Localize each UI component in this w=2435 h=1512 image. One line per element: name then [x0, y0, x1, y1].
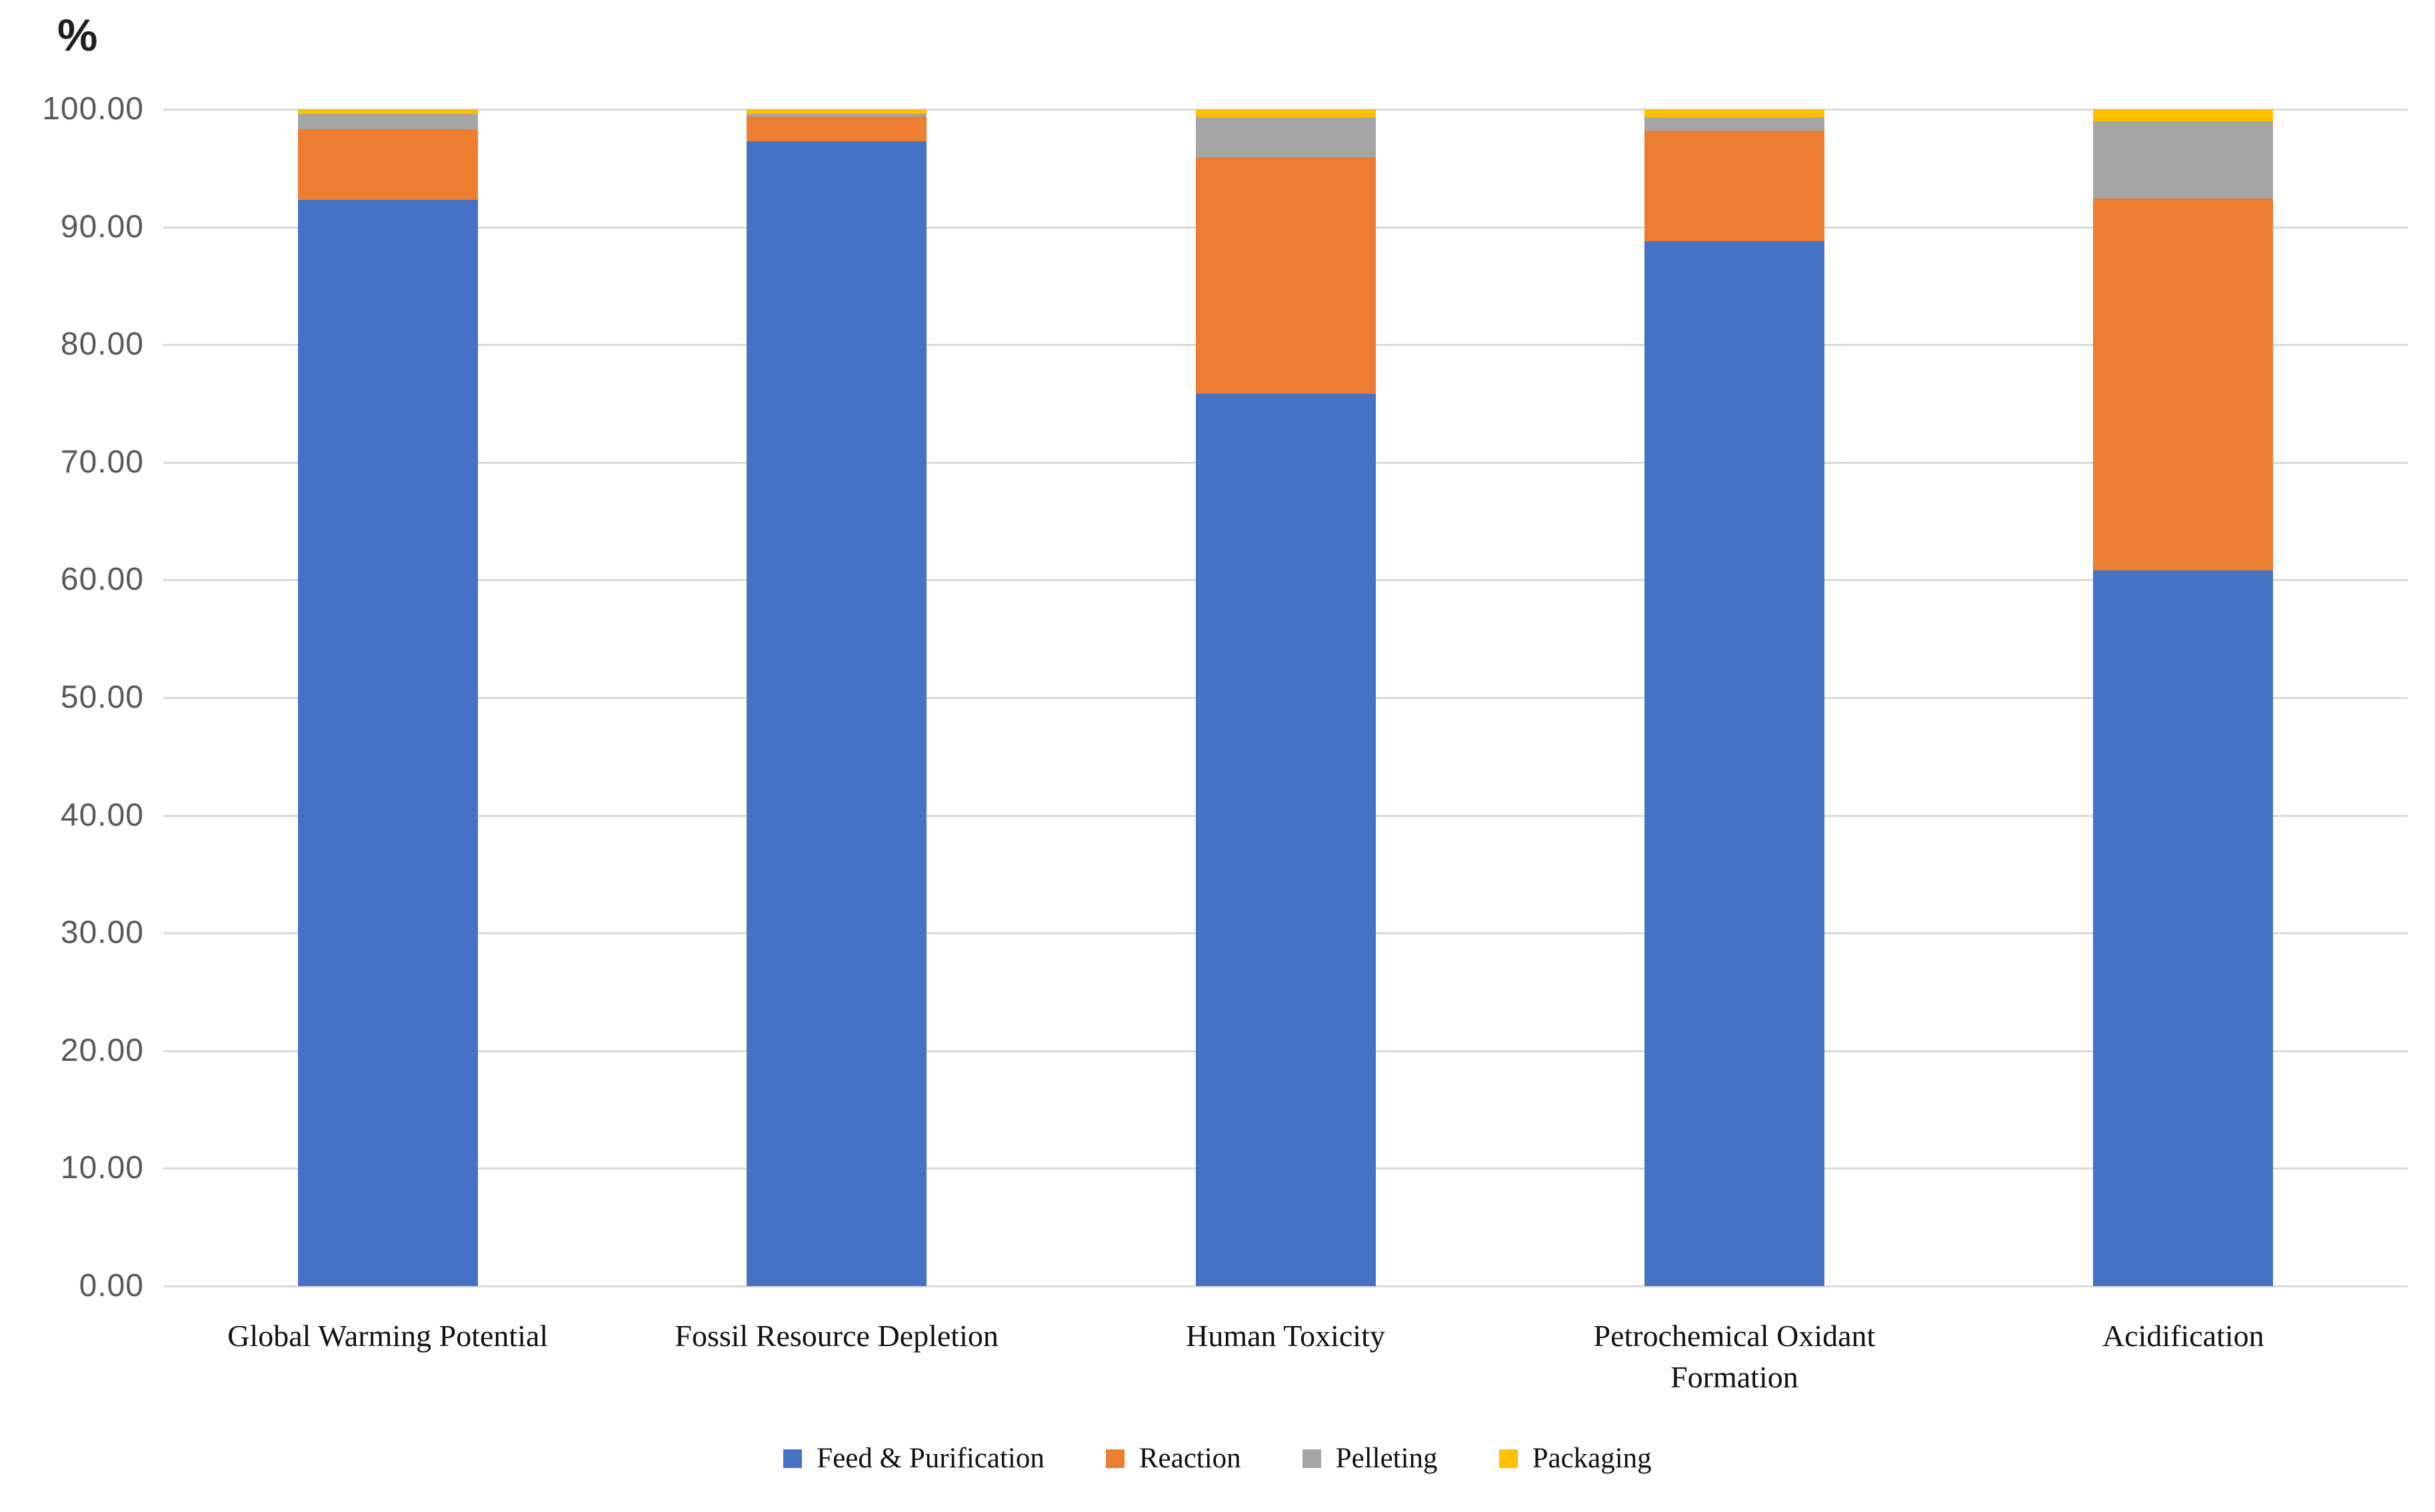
bar-segment-reaction — [1644, 130, 1824, 241]
bar-segment-pelleting — [1195, 117, 1376, 158]
legend-item: Feed & Purification — [783, 1442, 1045, 1475]
bar-segment-reaction — [297, 129, 478, 200]
legend-label: Packaging — [1532, 1443, 1652, 1474]
stacked-bar — [747, 109, 927, 1286]
stacked-bar — [1644, 109, 1824, 1286]
legend-item: Packaging — [1498, 1442, 1652, 1475]
bar-slot — [1061, 109, 1510, 1286]
category-label-slot: Fossil Resource Depletion — [612, 1315, 1061, 1398]
stacked-bar — [2093, 109, 2274, 1286]
bar-segment-packaging — [297, 109, 478, 115]
bar-segment-packaging — [1195, 109, 1376, 118]
stacked-bar — [1195, 109, 1376, 1286]
legend-label: Pelleting — [1335, 1443, 1438, 1474]
stacked-bar — [297, 109, 478, 1286]
legend-label: Feed & Purification — [817, 1443, 1045, 1474]
y-axis-unit-label: % — [57, 10, 98, 61]
y-axis-tick-label: 30.00 — [60, 915, 144, 951]
category-label-slot: Acidification — [1959, 1315, 2408, 1398]
bar-segment-feed-purification — [747, 141, 927, 1286]
bar-segment-pelleting — [297, 114, 478, 130]
bar-segment-feed-purification — [1644, 241, 1824, 1286]
y-axis-tick-label: 10.00 — [60, 1150, 144, 1186]
bar-segment-feed-purification — [2093, 570, 2274, 1286]
y-axis-tick-label: 100.00 — [42, 91, 144, 127]
bar-slot — [1959, 109, 2408, 1286]
gridline — [163, 1285, 2408, 1287]
category-label: Global Warming Potential — [227, 1319, 549, 1353]
y-axis-tick-label: 20.00 — [60, 1032, 144, 1068]
bar-slot — [612, 109, 1061, 1286]
category-label: Human Toxicity — [1186, 1319, 1385, 1353]
category-label: Petrochemical Oxidant Formation — [1593, 1319, 1876, 1395]
category-label-slot: Global Warming Potential — [163, 1315, 612, 1398]
bar-segment-packaging — [2093, 109, 2274, 121]
y-axis-tick-label: 60.00 — [60, 562, 144, 598]
legend-item: Pelleting — [1302, 1442, 1438, 1475]
y-axis-tick-label: 80.00 — [60, 327, 144, 363]
bar-slot — [163, 109, 612, 1286]
bar-segment-reaction — [2093, 199, 2274, 571]
bar-segment-feed-purification — [297, 199, 478, 1286]
plot-area — [163, 109, 2408, 1287]
legend-swatch — [1105, 1449, 1125, 1468]
bar-segment-pelleting — [2093, 121, 2274, 199]
bar-segment-feed-purification — [1195, 394, 1376, 1286]
y-axis-tick-label: 70.00 — [60, 444, 144, 480]
bar-slot — [1510, 109, 1958, 1286]
y-axis-tick-labels: 0.00 10.00 20.00 30.00 40.00 50.00 60.00 70.00 8… — [0, 91, 144, 1303]
category-axis-labels: Global Warming Potential Fossil Resource … — [163, 1315, 2408, 1398]
category-label: Acidification — [2102, 1319, 2264, 1353]
bar-segment-pelleting — [1644, 117, 1824, 131]
y-axis-tick-label: 50.00 — [60, 680, 144, 715]
category-label: Fossil Resource Depletion — [675, 1319, 999, 1353]
bar-segment-packaging — [747, 109, 927, 115]
legend-item: Reaction — [1105, 1442, 1241, 1475]
legend-swatch — [1498, 1449, 1518, 1468]
y-axis-tick-label: 90.00 — [60, 209, 144, 245]
bar-segment-reaction — [747, 116, 927, 141]
bar-segment-packaging — [1644, 109, 1824, 118]
y-axis-tick-label: 0.00 — [79, 1268, 144, 1303]
bar-segment-pelleting — [747, 114, 927, 117]
category-label-slot: Human Toxicity — [1061, 1315, 1510, 1398]
y-axis-tick-label: 40.00 — [60, 797, 144, 833]
legend-swatch — [1302, 1449, 1321, 1468]
category-label-slot: Petrochemical Oxidant Formation — [1510, 1315, 1958, 1398]
bar-segment-reaction — [1195, 157, 1376, 394]
legend-swatch — [783, 1449, 803, 1468]
bar-series-area — [163, 109, 2408, 1286]
legend-label: Reaction — [1139, 1443, 1241, 1474]
legend: Feed & Purification Reaction Pelleting Pack… — [0, 1442, 2435, 1475]
